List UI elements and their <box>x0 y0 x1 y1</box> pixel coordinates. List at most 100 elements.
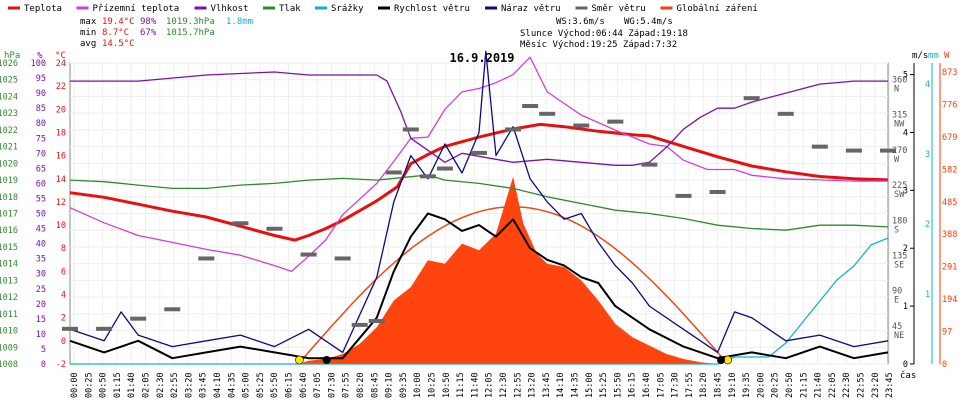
axis-tick-x: 22:55 <box>857 372 867 398</box>
axis-tick-x: 04:35 <box>227 372 237 398</box>
axis-tick-left: 1020 <box>0 159 18 169</box>
axis-tick-x: 11:40 <box>470 372 480 398</box>
axis-tick-x: 19:35 <box>742 372 752 398</box>
axis-tick-x: 05:50 <box>270 372 280 398</box>
axis-tick-rain: 4 <box>925 80 930 90</box>
axis-tick-left: 0 <box>41 360 46 370</box>
axis-tick-left: 10 <box>36 330 46 340</box>
axis-tick-left: 1022 <box>0 126 18 136</box>
axis-tick-left: 24 <box>56 59 66 69</box>
axis-tick-x: 15:50 <box>613 372 623 398</box>
axis-tick-x: 07:55 <box>342 372 352 398</box>
axis-tick-dir-deg: 315 <box>892 111 907 121</box>
wind-direction-mark <box>436 166 453 171</box>
axis-tick-x: 17:05 <box>656 372 666 398</box>
axis-unit-rad: W <box>944 51 950 61</box>
axis-tick-left: 85 <box>36 104 46 114</box>
info-wg: WG:5.4m/s <box>624 17 673 27</box>
axis-unit-wind: m/s <box>912 51 928 61</box>
axes-layer: hPa1026102510241023102210211020101910181… <box>0 51 957 398</box>
axis-tick-x: 14:10 <box>556 372 566 398</box>
axis-tick-dir: NW <box>894 120 905 130</box>
wind-direction-mark <box>402 127 419 132</box>
axis-unit-rain: mm <box>928 51 939 61</box>
axis-tick-left: 1018 <box>0 193 18 203</box>
axis-tick-x: 17:30 <box>671 372 681 398</box>
axis-tick-x: 14:35 <box>571 372 581 398</box>
axis-tick-rad: 776 <box>942 100 957 110</box>
axis-tick-wind: 3 <box>903 186 908 196</box>
axis-tick-left: 45 <box>36 225 46 235</box>
axis-tick-left: 18 <box>56 128 66 138</box>
axis-tick-x: 21:40 <box>814 372 824 398</box>
stat-hum: 67% <box>140 28 157 38</box>
axis-tick-x: 20:00 <box>756 372 766 398</box>
axis-tick-x: 18:45 <box>714 372 724 398</box>
axis-tick-x: 05:25 <box>256 372 266 398</box>
stat-rain: 1.8mm <box>226 17 253 27</box>
axis-tick-x: 21:15 <box>799 372 809 398</box>
axis-tick-x: 23:20 <box>871 372 881 398</box>
axis-tick-x: 04:10 <box>213 372 223 398</box>
axis-tick-left: 35 <box>36 255 46 265</box>
stat-temp: 8.7°C <box>102 28 129 38</box>
wind-direction-mark <box>351 322 368 327</box>
moonrise-marker <box>716 356 725 364</box>
axis-tick-dir-deg: 135 <box>892 251 907 261</box>
axis-tick-left: 95 <box>36 74 46 84</box>
legend-label: Srážky <box>331 4 364 14</box>
wind-direction-mark <box>419 174 436 179</box>
wind-direction-mark <box>709 190 726 194</box>
axis-tick-left: 0 <box>61 337 66 347</box>
radiation-theoretical-line <box>297 206 729 365</box>
axis-tick-dir-deg: 90 <box>892 287 902 297</box>
axis-tick-left: 75 <box>36 134 46 144</box>
wind-direction-mark <box>198 256 215 261</box>
wind-direction-mark <box>232 221 249 226</box>
wind-direction-mark <box>334 256 351 261</box>
axis-tick-x: 18:20 <box>699 372 709 398</box>
axis-tick-x: 03:20 <box>184 372 194 398</box>
axis-tick-left: 40 <box>36 240 46 250</box>
axis-tick-left: 90 <box>36 89 46 99</box>
axis-tick-rad: 485 <box>942 198 957 208</box>
legend-label: Teplota <box>24 4 62 14</box>
wind-direction-mark <box>522 104 539 108</box>
series-layer <box>62 50 896 365</box>
axis-tick-rad: 388 <box>942 230 957 240</box>
wind-direction-mark <box>777 111 794 116</box>
axis-tick-x: 00:50 <box>99 372 109 398</box>
axis-unit-left-0: hPa <box>4 51 20 61</box>
wind-direction-mark <box>811 144 828 149</box>
axis-tick-x: 12:55 <box>513 372 523 398</box>
axis-tick-x: 22:05 <box>828 372 838 398</box>
axis-tick-dir-deg: 270 <box>892 146 907 156</box>
axis-tick-left: 60 <box>36 179 46 189</box>
axis-tick-left: 1011 <box>0 310 18 320</box>
axis-tick-rain: 1 <box>925 290 930 300</box>
axis-tick-left: 4 <box>61 291 66 301</box>
info-ws: WS:3.6m/s <box>556 17 605 27</box>
legend-label: Přízemní teplota <box>93 4 180 14</box>
series-line <box>69 50 889 354</box>
axis-tick-x: 01:40 <box>127 372 137 398</box>
axis-tick-wind: 0 <box>903 360 908 370</box>
stat-hum: 98% <box>140 17 157 27</box>
axis-tick-left: 1023 <box>0 109 18 119</box>
axis-tick-left: 8 <box>61 244 66 254</box>
axis-tick-left: 12 <box>56 198 66 208</box>
axis-tick-x: 20:50 <box>785 372 795 398</box>
stat-label: max <box>80 17 97 27</box>
axis-tick-left: 80 <box>36 119 46 129</box>
legend-label: Směr větru <box>592 4 646 14</box>
axis-tick-left: 1021 <box>0 143 18 153</box>
axis-tick-x: 08:20 <box>356 372 366 398</box>
axis-tick-x: 11:15 <box>456 372 466 398</box>
axis-tick-left: 22 <box>56 82 66 92</box>
header-info: max 19.4°C 98% 1019.3hPa 1.8mm min 8.7°C 67% 101… <box>80 17 688 65</box>
wind-direction-mark <box>880 148 896 153</box>
wind-direction-mark <box>573 123 590 128</box>
axis-tick-wind: 1 <box>903 302 908 312</box>
